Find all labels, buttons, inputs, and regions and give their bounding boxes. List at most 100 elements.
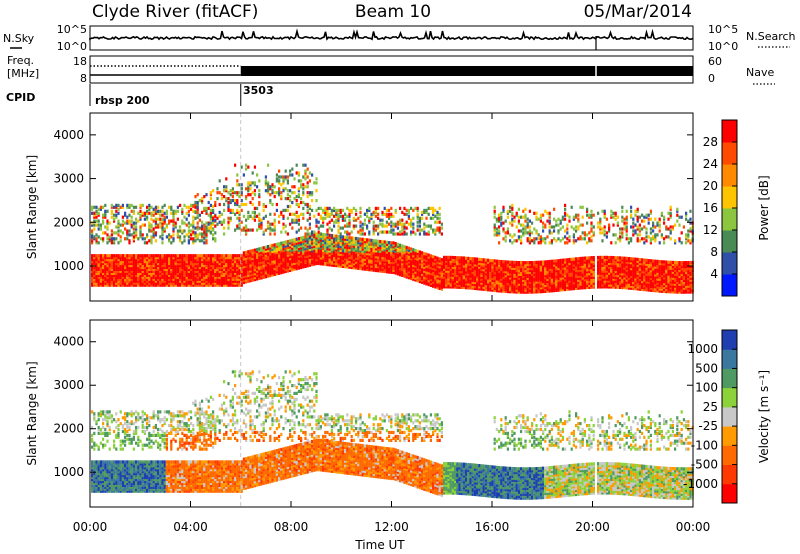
echo-cell — [370, 216, 373, 220]
echo-cell — [253, 252, 256, 256]
echo-cell — [326, 247, 329, 251]
echo-cell — [401, 244, 404, 248]
echo-cell — [161, 219, 164, 223]
echo-cell — [372, 252, 375, 257]
echo-cell — [383, 240, 386, 244]
echo-cell — [302, 163, 305, 167]
echo-cell — [150, 271, 153, 275]
echo-cell — [528, 290, 531, 294]
echo-cell — [185, 263, 188, 268]
echo-cell — [528, 233, 531, 237]
echo-cell — [304, 253, 307, 257]
echo-cell — [205, 239, 208, 243]
echo-cell — [245, 268, 248, 272]
echo-cell — [443, 271, 446, 275]
echo-cell — [240, 202, 243, 207]
echo-cell — [240, 256, 243, 260]
echo-cell — [95, 260, 98, 264]
echo-cell — [559, 282, 562, 286]
echo-cell — [522, 233, 525, 237]
echo-cell — [148, 205, 151, 209]
echo-cell — [148, 277, 151, 281]
echo-cell — [124, 258, 127, 262]
echo-cell — [460, 268, 463, 272]
echo-cell — [372, 212, 375, 216]
echo-cell — [172, 217, 175, 221]
echo-cell — [108, 256, 111, 260]
echo-cell — [291, 238, 294, 242]
echo-cell — [555, 277, 558, 281]
echo-cell — [249, 265, 252, 269]
echo-cell — [99, 207, 102, 211]
echo-cell — [302, 265, 305, 269]
echo-cell — [480, 287, 483, 291]
echo-cell — [377, 212, 380, 216]
echo-cell — [407, 272, 410, 276]
echo-cell — [163, 254, 166, 258]
echo-cell — [174, 254, 177, 258]
echo-cell — [247, 181, 250, 185]
echo-cell — [304, 169, 307, 173]
echo-cell — [304, 262, 307, 266]
echo-cell — [410, 206, 413, 210]
echo-cell — [539, 284, 542, 288]
echo-cell — [575, 278, 578, 283]
echo-cell — [414, 264, 417, 268]
echo-cell — [150, 279, 153, 283]
echo-cell — [247, 165, 250, 169]
echo-cell — [302, 241, 305, 245]
echo-cell — [561, 258, 564, 262]
echo-cell — [511, 282, 514, 286]
echo-cell — [366, 244, 369, 248]
echo-cell — [511, 288, 514, 292]
echo-cell — [317, 240, 320, 244]
echo-cell — [229, 269, 232, 273]
echo-cell — [421, 253, 424, 257]
echo-cell — [451, 271, 454, 275]
echo-cell — [128, 271, 131, 275]
echo-cell — [544, 276, 547, 280]
echo-cell — [374, 210, 377, 214]
echo-cell — [315, 232, 318, 236]
echo-cell — [388, 270, 391, 274]
echo-cell — [273, 195, 276, 199]
echo-cell — [438, 269, 441, 273]
echo-cell — [267, 185, 270, 189]
echo-cell — [564, 203, 567, 207]
echo-cell — [443, 277, 446, 281]
echo-cell — [495, 283, 498, 287]
echo-cell — [181, 207, 184, 211]
echo-cell — [374, 224, 377, 228]
echo-cell — [159, 225, 162, 229]
echo-cell — [187, 260, 190, 264]
echo-cell — [383, 252, 386, 256]
echo-cell — [198, 267, 201, 271]
echo-cell — [498, 289, 501, 293]
echo-cell — [128, 275, 131, 279]
echo-cell — [273, 253, 276, 257]
echo-cell — [150, 256, 153, 260]
echo-cell — [418, 276, 421, 280]
echo-cell — [152, 265, 155, 270]
echo-cell — [500, 269, 503, 273]
echo-cell — [401, 218, 404, 222]
echo-cell — [522, 231, 525, 235]
echo-cell — [533, 290, 536, 294]
echo-cell — [346, 206, 349, 210]
echo-cell — [148, 225, 151, 229]
echo-cell — [126, 221, 129, 225]
echo-cell — [126, 258, 129, 262]
echo-cell — [377, 265, 380, 269]
echo-cell — [256, 247, 259, 252]
echo-cell — [482, 262, 485, 266]
echo-cell — [403, 254, 406, 259]
echo-cell — [97, 281, 100, 285]
echo-cell — [128, 256, 131, 260]
echo-cell — [348, 261, 351, 265]
echo-cell — [161, 231, 164, 235]
echo-cell — [196, 277, 199, 281]
echo-cell — [436, 220, 439, 224]
echo-cell — [355, 250, 358, 254]
echo-cell — [218, 277, 221, 281]
echo-cell — [500, 217, 503, 221]
